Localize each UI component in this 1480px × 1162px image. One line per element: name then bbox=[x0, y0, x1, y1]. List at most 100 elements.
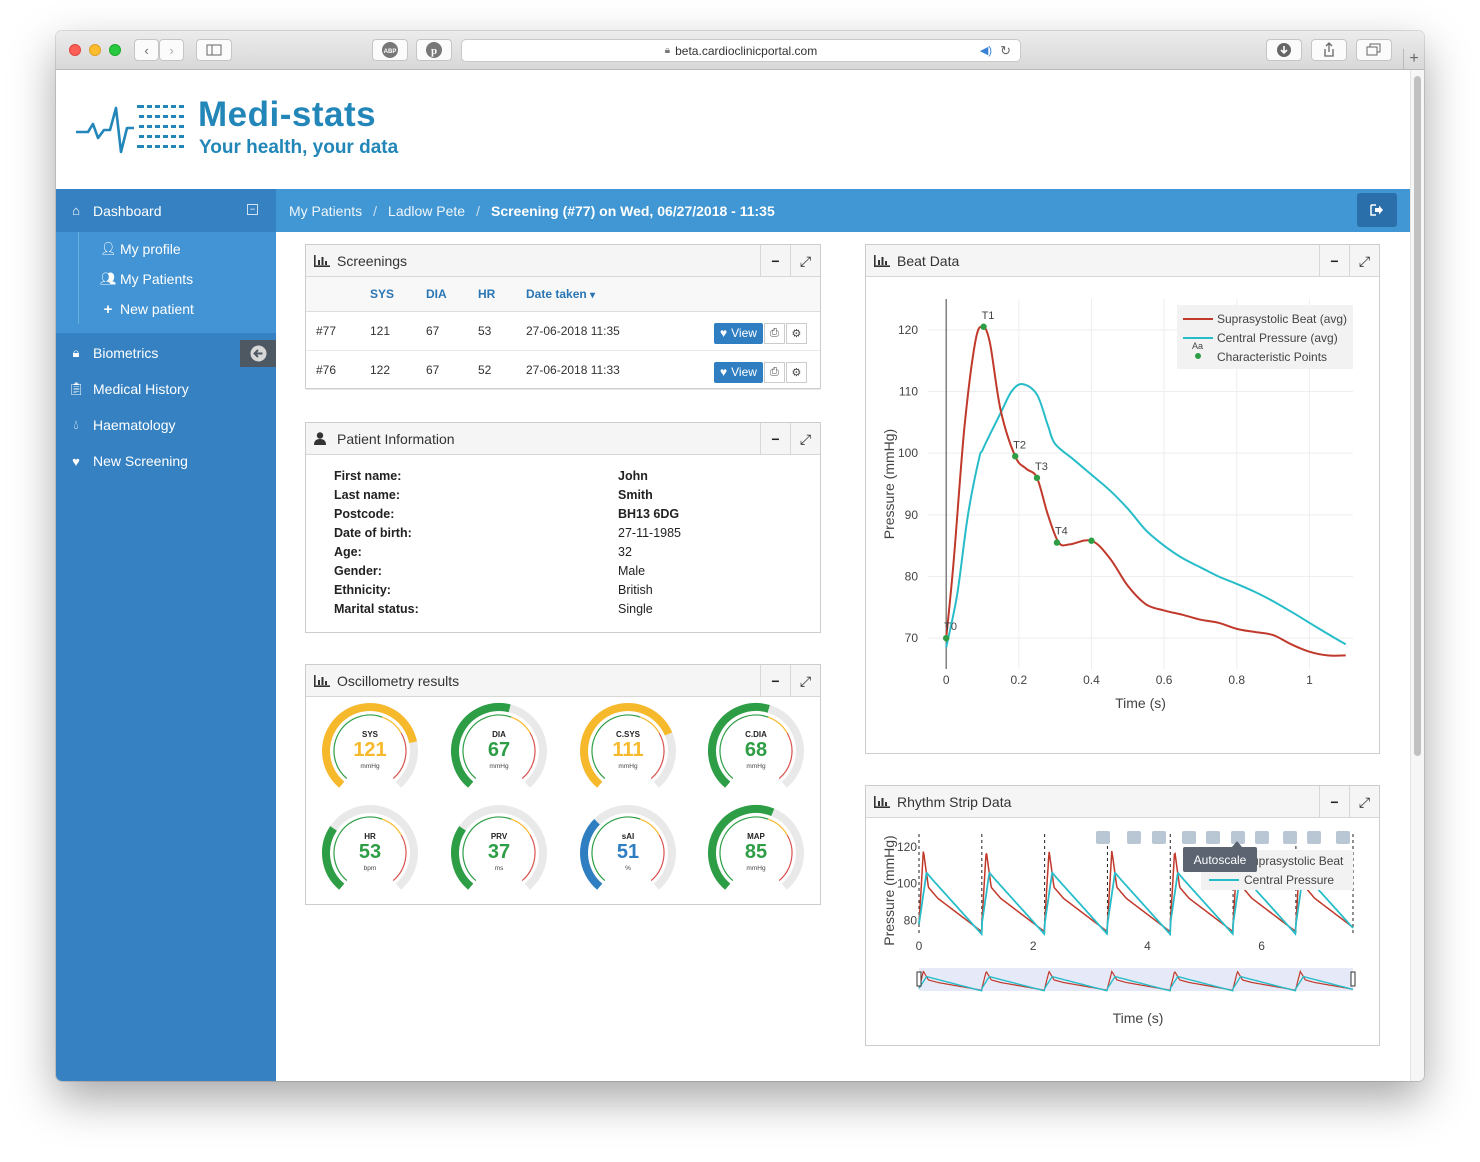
sidebar-item-new-screening[interactable]: ♥ New Screening bbox=[56, 443, 276, 479]
gauge-band-normal bbox=[719, 714, 769, 780]
settings-button[interactable]: ⚙ bbox=[785, 361, 807, 383]
camera-icon[interactable] bbox=[1096, 831, 1110, 844]
sidebar-item-my-profile[interactable]: 👤︎ My profile bbox=[56, 234, 276, 264]
zoom-icon[interactable] bbox=[1127, 831, 1141, 844]
minimize-panel-button[interactable]: − bbox=[1319, 786, 1349, 818]
zoom-out-icon[interactable] bbox=[1206, 831, 1220, 844]
gauge-fill bbox=[708, 805, 775, 890]
adblock-extension-button[interactable]: ABP bbox=[372, 39, 408, 61]
sidebar-collapse-button[interactable] bbox=[240, 340, 276, 367]
expand-panel-button[interactable]: ⤢ bbox=[790, 245, 820, 277]
range-slider-right-handle[interactable] bbox=[1350, 971, 1356, 987]
share-button[interactable] bbox=[1311, 39, 1347, 61]
expand-panel-button[interactable]: ⤢ bbox=[790, 665, 820, 697]
sidebar-item-biometrics[interactable]: 🔒︎ Biometrics bbox=[56, 335, 276, 371]
gauge-band-normal bbox=[591, 816, 641, 882]
collapse-icon[interactable]: − bbox=[247, 204, 258, 215]
date-value: 27-06-2018 11:35 bbox=[526, 323, 620, 338]
pdf-button[interactable]: ⎙ bbox=[763, 322, 785, 344]
heartbeat-icon: ♥ bbox=[720, 365, 728, 379]
breadcrumb-my-patients[interactable]: My Patients bbox=[289, 202, 363, 219]
gauge-band-high bbox=[650, 834, 665, 882]
minimize-panel-button[interactable]: − bbox=[1319, 245, 1349, 277]
sidebar-item-label: New patient bbox=[120, 301, 194, 317]
gauge-band-high bbox=[392, 732, 407, 780]
panel-title: Patient Information bbox=[337, 430, 455, 447]
hover-compare-icon[interactable] bbox=[1336, 831, 1350, 844]
field-value: 27-11-1985 bbox=[618, 525, 682, 540]
breadcrumb-patient[interactable]: Ladlow Pete bbox=[388, 202, 466, 219]
sidebar-item-medical-history[interactable]: 📋︎ Medical History bbox=[56, 371, 276, 407]
scrollbar-thumb[interactable] bbox=[1414, 76, 1421, 756]
pan-icon[interactable] bbox=[1152, 831, 1166, 844]
autoscale-icon[interactable] bbox=[1231, 831, 1245, 844]
home-icon[interactable] bbox=[1255, 831, 1269, 844]
tabs-overview-button[interactable] bbox=[1356, 39, 1392, 61]
y-tick-label: 120 bbox=[897, 840, 917, 854]
hover-closest-icon[interactable] bbox=[1307, 831, 1321, 844]
address-bar[interactable]: 🔒︎ beta.cardioclinicportal.com ◀︎) ↻ bbox=[461, 39, 1021, 62]
reload-icon[interactable]: ↻ bbox=[1000, 42, 1011, 58]
new-tab-button[interactable]: + bbox=[1403, 49, 1424, 70]
sidebar-item-label: New Screening bbox=[93, 453, 188, 469]
chevron-left-icon: ‹ bbox=[144, 42, 149, 58]
patient-info-panel: Patient Information − ⤢ First name: John … bbox=[305, 422, 821, 633]
pdf-button[interactable]: ⎙ bbox=[763, 361, 785, 383]
sidebar-toggle-button[interactable] bbox=[196, 39, 232, 61]
table-header-dia[interactable]: DIA bbox=[426, 277, 478, 312]
range-slider[interactable] bbox=[916, 968, 1356, 992]
gauge-fill bbox=[708, 703, 770, 788]
hover-closest-icon-shape bbox=[1307, 831, 1321, 844]
gauge-label: MAP bbox=[747, 832, 765, 841]
sidebar-item-dashboard[interactable]: ⌂ Dashboard − bbox=[56, 189, 276, 232]
pinterest-extension-button[interactable]: p bbox=[416, 39, 452, 61]
rhythm-strip-chart[interactable]: 80 100 120 0 2 4 6 Pressure (mmHg) Time (s) Supra… bbox=[866, 818, 1379, 1045]
x-axis-label: Time (s) bbox=[1113, 1010, 1164, 1026]
sidebar-item-haematology[interactable]: 💧︎ Haematology bbox=[56, 407, 276, 443]
legend-label: Central Pressure bbox=[1244, 873, 1334, 887]
minimize-panel-button[interactable]: − bbox=[760, 665, 790, 697]
beat-data-chart[interactable]: 70 80 90 100 110 120 0 0.2 0.4 0.6 0.8 1 Time (s) Pre… bbox=[866, 277, 1379, 753]
back-button[interactable]: ‹ bbox=[134, 39, 159, 61]
forward-button[interactable]: › bbox=[159, 39, 184, 61]
sidebar-item-new-patient[interactable]: + New patient bbox=[56, 294, 276, 324]
minus-icon: − bbox=[771, 673, 780, 689]
speaker-icon[interactable]: ◀︎) bbox=[979, 45, 992, 57]
expand-panel-button[interactable]: ⤢ bbox=[790, 423, 820, 455]
spike-lines-icon[interactable] bbox=[1283, 831, 1297, 844]
legend-label: Suprasystolic Beat (avg) bbox=[1217, 312, 1347, 326]
sidebar-item-my-patients[interactable]: 👥︎ My Patients bbox=[56, 264, 276, 294]
table-header-hr[interactable]: HR bbox=[478, 277, 526, 312]
table-header-date[interactable]: Date taken ▾ bbox=[526, 277, 820, 312]
minimize-window-button[interactable] bbox=[89, 44, 101, 56]
view-button[interactable]: ♥ View bbox=[714, 322, 763, 344]
sidebar-item-label: My profile bbox=[120, 241, 181, 257]
suprasystolic-strip-line bbox=[918, 850, 1354, 934]
gauge-sys: SYS 121 mmHg bbox=[320, 701, 420, 801]
dashboard-submenu: 👤︎ My profile 👥︎ My Patients + New patie… bbox=[56, 232, 276, 333]
sidebar: ⌂ Dashboard − 👤︎ My profile 👥︎ My Patien… bbox=[56, 189, 276, 1081]
clipboard-icon: 📋︎ bbox=[68, 381, 85, 396]
x-tick-label: 0.8 bbox=[1228, 673, 1245, 687]
sidebar-item-label: Dashboard bbox=[93, 202, 162, 219]
view-button[interactable]: ♥ View bbox=[714, 361, 763, 383]
expand-panel-button[interactable]: ⤢ bbox=[1349, 786, 1379, 818]
characteristic-point-label: T4 bbox=[1055, 526, 1068, 538]
legend-label: Characteristic Points bbox=[1217, 350, 1327, 364]
downloads-button[interactable] bbox=[1266, 39, 1302, 61]
y-tick-label: 70 bbox=[905, 631, 919, 645]
minimize-panel-button[interactable]: − bbox=[760, 423, 790, 455]
logout-button[interactable] bbox=[1357, 193, 1397, 227]
zoom-in-icon[interactable] bbox=[1182, 831, 1196, 844]
range-slider-left-handle[interactable] bbox=[916, 971, 922, 987]
settings-button[interactable]: ⚙ bbox=[785, 322, 807, 344]
arrow-circle-left-icon bbox=[250, 345, 266, 362]
page-scrollbar[interactable] bbox=[1410, 70, 1424, 1081]
zoom-window-button[interactable] bbox=[109, 44, 121, 56]
table-header-sys[interactable]: SYS bbox=[370, 277, 426, 312]
oscillometry-panel: Oscillometry results − ⤢ SYS 121 mmHg DIA 67… bbox=[305, 664, 821, 905]
minimize-panel-button[interactable]: − bbox=[760, 245, 790, 277]
expand-panel-button[interactable]: ⤢ bbox=[1349, 245, 1379, 277]
y-axis-label: Pressure (mmHg) bbox=[881, 835, 897, 945]
close-window-button[interactable] bbox=[69, 44, 81, 56]
